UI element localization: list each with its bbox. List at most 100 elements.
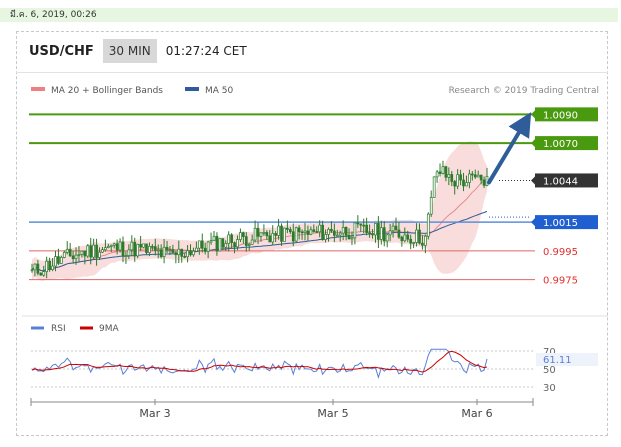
candle-body (476, 174, 480, 178)
candle-body (453, 181, 457, 187)
candle-body (209, 240, 213, 243)
candle-body (230, 234, 233, 244)
candle-body (432, 176, 436, 198)
x-tick-label: Mar 3 (139, 407, 170, 420)
x-tick-label: Mar 5 (317, 407, 348, 420)
candle-body (215, 235, 219, 252)
candle-body (86, 245, 90, 257)
candle-body (327, 228, 330, 235)
candle-body (347, 234, 351, 240)
candle-body (101, 249, 104, 253)
candle-body (74, 254, 78, 260)
candle-body (180, 248, 184, 257)
candle-body (482, 179, 486, 186)
candle-body (83, 250, 87, 257)
candle-body (365, 224, 368, 233)
candle-body (174, 252, 178, 256)
candle-body (377, 223, 380, 240)
candle-body (177, 248, 181, 256)
ma50-legend-label: MA 50 (205, 86, 234, 96)
candle-body (341, 226, 345, 234)
candle-body (468, 173, 471, 183)
candle-body (54, 256, 57, 267)
candle-body (379, 227, 383, 240)
candle-body (30, 269, 34, 272)
rsi-value: 61.11 (543, 355, 572, 366)
candle-body (438, 171, 442, 174)
candle-body (151, 246, 154, 248)
x-tick-label: Mar 6 (461, 407, 492, 420)
level-tag-pointer (531, 218, 535, 227)
candle-body (60, 257, 63, 264)
candle-body (280, 225, 283, 242)
candle-body (200, 240, 204, 249)
candle-body (153, 246, 157, 251)
candle-body (356, 222, 360, 225)
ma50-line (31, 210, 488, 272)
candle-body (186, 250, 189, 258)
candle-body (362, 224, 366, 227)
candle-body (400, 236, 404, 242)
candle-body (391, 225, 395, 232)
candle-body (353, 222, 357, 239)
candle-body (250, 239, 254, 245)
chart-header: USD/CHF 30 MIN 01:27:24 CET (29, 37, 247, 65)
candle-body (312, 229, 316, 232)
candle-body (465, 182, 468, 187)
candle-body (324, 234, 327, 240)
candle-body (368, 232, 371, 235)
candle-body (415, 229, 418, 243)
candle-body (197, 240, 201, 249)
candle-body (288, 229, 292, 233)
level-tag-support (535, 272, 598, 287)
candle-body (456, 174, 459, 187)
candle-body (473, 174, 477, 178)
candle-body (127, 249, 131, 256)
level-tag-pointer (531, 139, 535, 148)
candle-body (145, 243, 148, 254)
candle-body (315, 231, 319, 233)
candle-body (183, 255, 186, 258)
candle-body (244, 236, 248, 246)
candle-body (165, 246, 169, 251)
candle-body (106, 246, 110, 249)
candle-body (109, 244, 113, 247)
candle-body (450, 174, 454, 182)
candle-body (95, 244, 98, 258)
rsi-tick-label: 50 (543, 365, 556, 376)
candle-body (33, 263, 37, 271)
candle-body (479, 174, 483, 181)
candle-body (159, 249, 163, 258)
candle-body (139, 243, 142, 248)
candle-body (89, 245, 93, 258)
candle-body (142, 243, 145, 248)
candle-body (462, 179, 465, 187)
candle-body (168, 249, 172, 252)
candle-body (121, 241, 125, 257)
candle-body (192, 250, 195, 256)
research-credit: Research © 2019 Trading Central (449, 86, 599, 96)
level-tag-text: 0.9975 (543, 276, 578, 287)
candle-body (124, 255, 128, 257)
candle-body (227, 234, 231, 244)
candle-body (218, 238, 222, 252)
candle-body (118, 241, 122, 251)
candle-body (136, 243, 140, 257)
interval-selector[interactable]: 30 MIN (102, 39, 157, 63)
level-tag-pivot (535, 215, 598, 230)
ma20-legend-label: MA 20 + Bollinger Bands (51, 86, 163, 96)
rsi-gridlines: 70 50 30 (31, 347, 556, 394)
level-tag-resistance (535, 107, 598, 122)
candle-body (435, 171, 439, 178)
candle-body (39, 272, 43, 276)
candle-body (286, 227, 289, 230)
candle-body (397, 229, 401, 238)
timestamp-text: มี.ค. 6, 2019, 00:26 (10, 10, 97, 20)
candle-body (42, 271, 46, 276)
candle-body (162, 246, 166, 258)
candle-body (359, 223, 363, 226)
candle-body (344, 226, 348, 236)
candle-body (291, 231, 295, 242)
candle-body (277, 225, 280, 236)
candle-body (374, 223, 377, 236)
